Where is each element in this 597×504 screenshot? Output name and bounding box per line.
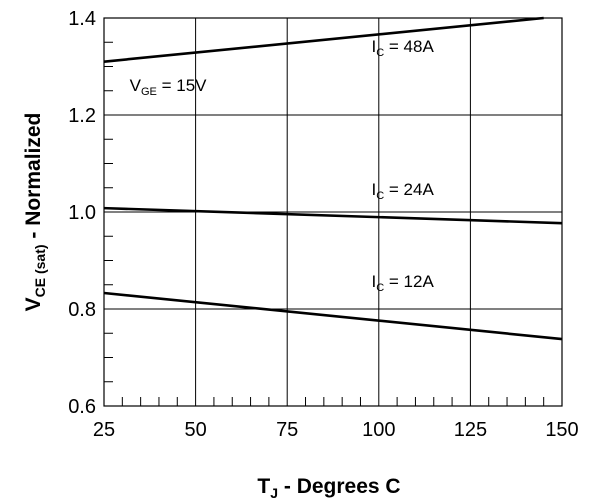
x-tick-label: 100 (362, 419, 395, 441)
series-line-2 (103, 206, 563, 225)
series-line-1 (103, 16, 544, 63)
annotation-label: IC = 12A (371, 272, 434, 294)
plot-frame (103, 17, 563, 407)
series-lines (103, 16, 563, 341)
tick-labels: 25 50 75 100 125 150 0.6 0.8 1.0 1.2 1.4 (68, 8, 579, 441)
y-tick-label: 1.4 (68, 8, 96, 30)
annotation-rest: = 15V (157, 76, 207, 95)
annotation-label: IC = 24A (371, 180, 434, 202)
annotation-sub: C (376, 282, 384, 294)
grid (104, 18, 562, 406)
y-tick-label: 1.2 (68, 105, 96, 127)
annotation-rest: = 24A (384, 180, 434, 199)
annotation-label: VGE = 15V (130, 76, 208, 98)
x-tick-label: 75 (276, 419, 298, 441)
annotation-sub: C (376, 190, 384, 202)
x-tick-label: 25 (93, 419, 115, 441)
x-tick-label: 125 (454, 419, 487, 441)
annotation-sub: GE (141, 86, 157, 98)
annotation-label: IC = 48A (371, 37, 434, 59)
minor-ticks (104, 41, 545, 406)
series-line-3 (103, 291, 563, 341)
annotation-main: I (371, 37, 376, 56)
annotation-main: V (130, 76, 142, 95)
annotation-sub: C (376, 47, 384, 59)
annotation-rest: = 12A (384, 272, 434, 291)
x-axis-title-sub: J (270, 485, 278, 501)
annotation-main: I (371, 180, 376, 199)
x-tick-label: 50 (184, 419, 206, 441)
y-tick-label: 0.6 (68, 396, 96, 418)
x-axis-title-rest: - Degrees C (278, 475, 401, 498)
y-axis-title-sub: CE (sat) (32, 244, 48, 297)
x-tick-label: 150 (545, 419, 578, 441)
y-axis-title: VCE (sat) - Normalized (22, 113, 48, 312)
y-axis-title-rest: - Normalized (22, 113, 45, 245)
y-axis-title-main: V (22, 297, 45, 311)
annotation-main: I (371, 272, 376, 291)
x-axis-title-main: T (257, 475, 270, 498)
x-axis-title: TJ - Degrees C (257, 475, 400, 501)
y-tick-label: 0.8 (68, 299, 96, 321)
annotation-rest: = 48A (384, 37, 434, 56)
y-tick-label: 1.0 (68, 202, 96, 224)
